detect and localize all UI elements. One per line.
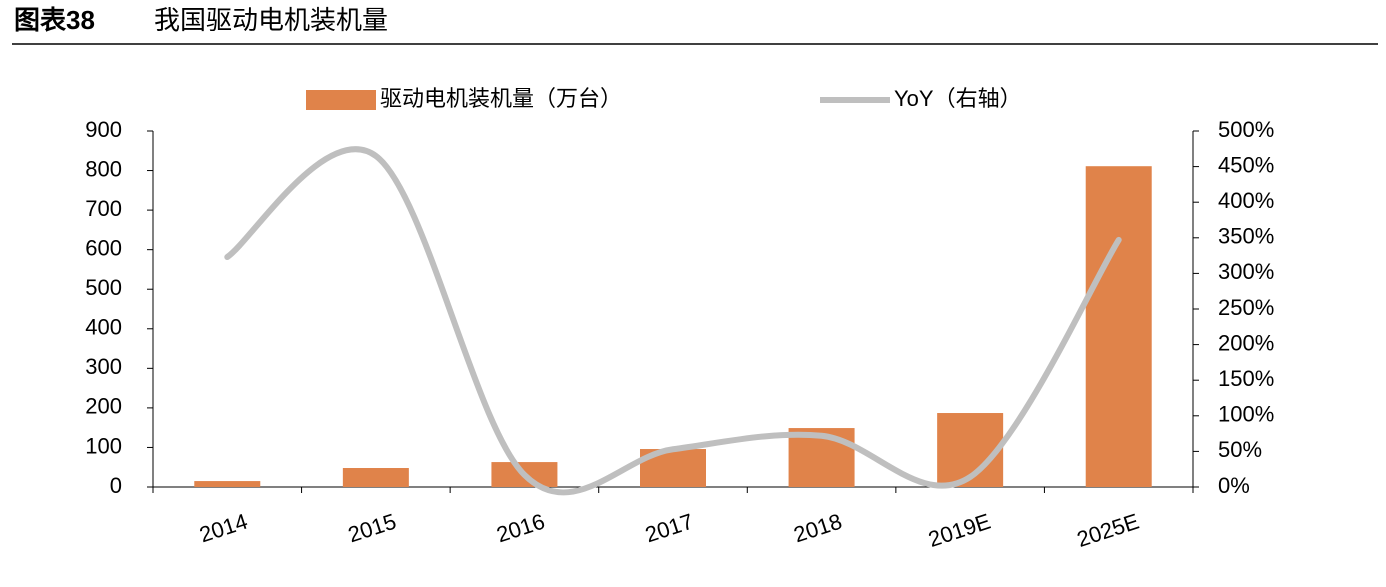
y-tick-label: 0	[110, 473, 122, 498]
x-tick-label: 2016	[493, 509, 547, 548]
x-tick-label: 2017	[642, 509, 696, 548]
legend-swatch	[306, 90, 376, 110]
y-tick-label: 100	[85, 433, 122, 458]
y2-tick-label: 100%	[1218, 402, 1274, 427]
y-tick-label: 800	[85, 156, 122, 181]
y2-tick-label: 200%	[1218, 330, 1274, 355]
y-tick-label: 500	[85, 275, 122, 300]
x-tick-label: 2014	[196, 509, 250, 548]
y2-tick-label: 250%	[1218, 295, 1274, 320]
y-tick-label: 700	[85, 196, 122, 221]
x-tick-label: 2019E	[925, 509, 993, 552]
bar	[194, 481, 261, 487]
y-tick-label: 900	[85, 117, 122, 142]
chart-title: 我国驱动电机装机量	[154, 5, 388, 35]
figure-label: 图表38	[14, 5, 95, 35]
y-tick-label: 400	[85, 315, 122, 340]
bar	[1085, 166, 1152, 487]
y2-tick-label: 450%	[1218, 152, 1274, 177]
y2-tick-label: 300%	[1218, 259, 1274, 284]
x-tick-label: 2015	[345, 509, 399, 548]
y-tick-label: 600	[85, 235, 122, 260]
y2-tick-label: 350%	[1218, 224, 1274, 249]
y2-tick-label: 0%	[1218, 473, 1250, 498]
line	[224, 146, 1122, 496]
y-tick-label: 200	[85, 394, 122, 419]
y2-tick-label: 500%	[1218, 117, 1274, 142]
legend-label: 驱动电机装机量（万台）	[380, 86, 622, 111]
x-tick-label: 2025E	[1074, 509, 1142, 552]
x-tick-label: 2018	[791, 509, 845, 548]
legend-label: YoY（右轴）	[894, 86, 1022, 111]
y2-tick-label: 50%	[1218, 437, 1262, 462]
y2-tick-label: 150%	[1218, 366, 1274, 391]
y2-tick-label: 400%	[1218, 188, 1274, 213]
y-tick-label: 300	[85, 354, 122, 379]
bar	[342, 468, 409, 487]
